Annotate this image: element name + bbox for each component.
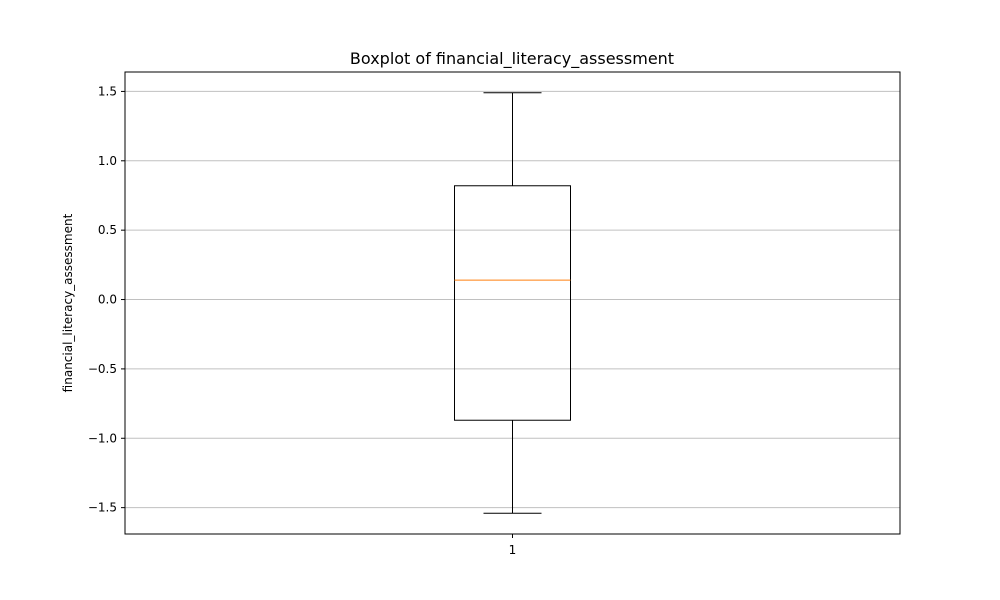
x-tick-label: 1	[509, 543, 517, 557]
y-tick-label: −0.5	[88, 362, 117, 376]
y-tick-label: −1.5	[88, 501, 117, 515]
box-iqr	[454, 185, 571, 421]
y-tick-label: 0.5	[98, 223, 117, 237]
chart-title: Boxplot of financial_literacy_assessment	[350, 49, 674, 69]
y-tick-label: 1.0	[98, 154, 117, 168]
x-axis-ticks: 1	[509, 534, 517, 557]
y-axis-ticks: 1.5 1.0 0.5 0.0 −0.5 −1.0 −1.5	[88, 84, 125, 515]
y-axis-label: financial_literacy_assessment	[61, 213, 75, 392]
y-tick-label: 1.5	[98, 84, 117, 98]
box-layer	[454, 92, 571, 514]
y-tick-label: −1.0	[88, 431, 117, 445]
y-tick-label: 0.0	[98, 293, 117, 307]
